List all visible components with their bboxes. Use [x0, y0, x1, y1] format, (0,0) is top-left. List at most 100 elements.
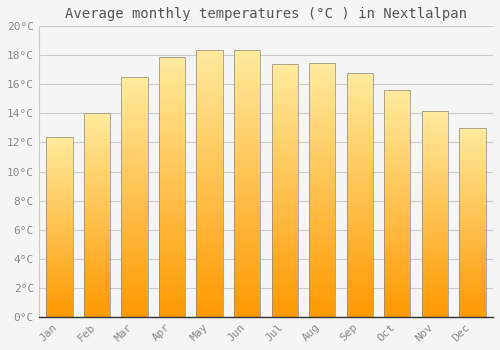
Bar — [84, 193, 110, 194]
Bar — [84, 288, 110, 289]
Bar — [122, 183, 148, 184]
Bar — [460, 162, 485, 163]
Bar — [346, 139, 373, 140]
Bar — [460, 284, 485, 285]
Bar — [46, 289, 72, 290]
Bar — [196, 170, 223, 171]
Bar — [422, 300, 448, 301]
Bar — [422, 183, 448, 184]
Bar — [384, 171, 410, 172]
Bar — [46, 236, 72, 237]
Bar — [422, 219, 448, 220]
Bar — [46, 284, 72, 285]
Bar — [272, 313, 298, 314]
Bar — [234, 227, 260, 229]
Bar — [460, 166, 485, 167]
Bar — [346, 124, 373, 125]
Bar — [422, 154, 448, 155]
Bar — [46, 210, 72, 211]
Bar — [422, 232, 448, 233]
Bar — [84, 121, 110, 122]
Bar — [159, 92, 185, 93]
Bar — [84, 182, 110, 183]
Bar — [272, 202, 298, 203]
Bar — [460, 252, 485, 253]
Bar — [460, 236, 485, 237]
Bar — [84, 113, 110, 114]
Bar — [234, 100, 260, 101]
Bar — [46, 295, 72, 296]
Bar — [159, 80, 185, 82]
Bar — [384, 274, 410, 275]
Bar — [159, 219, 185, 220]
Bar — [122, 232, 148, 233]
Bar — [384, 122, 410, 123]
Bar — [84, 238, 110, 239]
Bar — [346, 178, 373, 179]
Bar — [346, 242, 373, 244]
Bar — [309, 303, 336, 304]
Bar — [309, 79, 336, 81]
Bar — [84, 309, 110, 310]
Bar — [234, 182, 260, 183]
Bar — [309, 106, 336, 107]
Bar — [234, 124, 260, 126]
Bar — [346, 119, 373, 120]
Bar — [384, 107, 410, 108]
Bar — [196, 262, 223, 263]
Bar — [422, 278, 448, 279]
Bar — [84, 212, 110, 213]
Bar — [234, 150, 260, 151]
Bar — [234, 267, 260, 269]
Bar — [84, 213, 110, 214]
Bar — [196, 114, 223, 115]
Bar — [346, 235, 373, 236]
Bar — [159, 301, 185, 302]
Bar — [346, 111, 373, 112]
Bar — [422, 233, 448, 234]
Bar — [84, 261, 110, 262]
Bar — [422, 167, 448, 168]
Bar — [309, 247, 336, 248]
Bar — [384, 117, 410, 119]
Bar — [159, 238, 185, 239]
Bar — [122, 168, 148, 169]
Bar — [460, 180, 485, 181]
Bar — [122, 82, 148, 83]
Bar — [384, 209, 410, 210]
Bar — [422, 132, 448, 133]
Bar — [234, 60, 260, 62]
Bar — [234, 114, 260, 115]
Bar — [159, 260, 185, 261]
Bar — [84, 173, 110, 174]
Bar — [460, 304, 485, 306]
Bar — [159, 144, 185, 145]
Bar — [272, 232, 298, 233]
Bar — [234, 290, 260, 292]
Bar — [346, 245, 373, 246]
Bar — [346, 140, 373, 141]
Bar — [272, 188, 298, 189]
Bar — [122, 192, 148, 193]
Bar — [196, 247, 223, 248]
Bar — [122, 163, 148, 164]
Bar — [122, 300, 148, 301]
Bar — [122, 179, 148, 180]
Bar — [84, 210, 110, 211]
Bar — [384, 232, 410, 233]
Bar — [272, 289, 298, 290]
Bar — [46, 223, 72, 224]
Bar — [46, 205, 72, 206]
Bar — [272, 121, 298, 122]
Bar — [196, 90, 223, 91]
Bar — [84, 142, 110, 143]
Bar — [460, 173, 485, 174]
Bar — [84, 165, 110, 166]
Bar — [84, 266, 110, 267]
Bar — [84, 129, 110, 130]
Bar — [384, 159, 410, 160]
Bar — [272, 77, 298, 78]
Bar — [122, 305, 148, 306]
Bar — [346, 211, 373, 212]
Bar — [159, 163, 185, 165]
